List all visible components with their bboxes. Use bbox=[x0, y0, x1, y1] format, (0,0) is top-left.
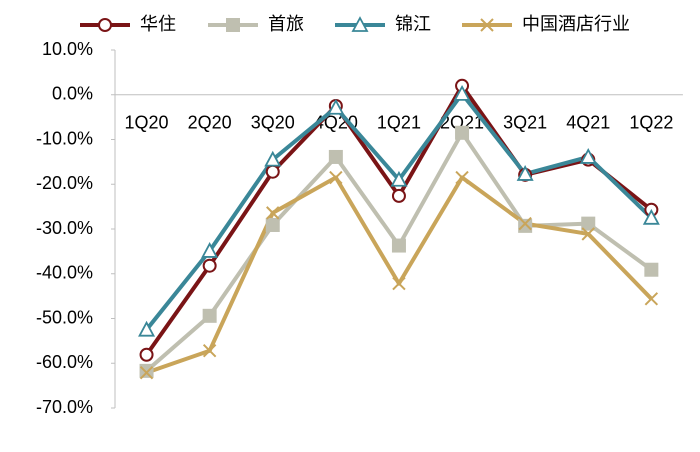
marker bbox=[202, 308, 217, 323]
legend-marker bbox=[351, 16, 369, 32]
marker bbox=[581, 216, 596, 231]
marker bbox=[139, 363, 154, 378]
x-tick-label: 1Q22 bbox=[629, 113, 673, 133]
marker bbox=[265, 217, 280, 232]
marker bbox=[391, 188, 406, 203]
series-line bbox=[145, 175, 653, 375]
marker bbox=[329, 170, 343, 185]
marker bbox=[516, 165, 534, 181]
legend-label: 锦江 bbox=[395, 14, 431, 34]
legend-marker bbox=[480, 18, 494, 32]
y-tick-label: 0.0% bbox=[52, 84, 93, 104]
marker bbox=[265, 164, 280, 179]
legend-marker bbox=[226, 18, 240, 32]
y-tick-label: -60.0% bbox=[36, 352, 93, 372]
marker bbox=[642, 208, 660, 225]
x-tick-label: 3Q21 bbox=[503, 113, 547, 133]
y-tick-label: 10.0% bbox=[42, 39, 93, 59]
legend-label: 华住 bbox=[140, 14, 176, 34]
legend-label: 中国酒店行业 bbox=[522, 14, 630, 34]
marker bbox=[139, 365, 154, 380]
y-tick-label: -50.0% bbox=[36, 307, 93, 327]
marker bbox=[644, 262, 659, 277]
y-tick-label: -10.0% bbox=[36, 128, 93, 148]
x-tick-label: 2Q21 bbox=[440, 113, 484, 133]
marker bbox=[327, 98, 345, 115]
marker bbox=[581, 227, 595, 241]
x-tick-label: 1Q20 bbox=[125, 113, 169, 133]
x-tick-label: 2Q20 bbox=[188, 113, 232, 133]
marker bbox=[202, 258, 217, 273]
marker bbox=[328, 149, 343, 164]
marker bbox=[264, 150, 282, 167]
marker bbox=[391, 238, 406, 253]
legend-marker bbox=[98, 18, 112, 32]
marker bbox=[390, 170, 408, 187]
marker bbox=[201, 242, 219, 258]
x-tick-label: 4Q21 bbox=[566, 113, 610, 133]
marker bbox=[453, 84, 471, 101]
marker bbox=[392, 276, 406, 291]
marker bbox=[518, 218, 533, 233]
marker bbox=[455, 170, 469, 185]
marker bbox=[579, 148, 597, 164]
marker bbox=[266, 206, 280, 220]
legend-label: 首旅 bbox=[268, 14, 304, 34]
x-tick-label: 1Q21 bbox=[377, 113, 421, 133]
y-tick-label: -20.0% bbox=[36, 173, 93, 193]
y-tick-label: -30.0% bbox=[36, 218, 93, 238]
x-tick-label: 3Q20 bbox=[251, 113, 295, 133]
marker bbox=[139, 347, 154, 362]
y-tick-label: -70.0% bbox=[36, 397, 93, 417]
marker bbox=[644, 292, 659, 306]
marker bbox=[138, 320, 156, 337]
marker bbox=[202, 344, 217, 358]
marker bbox=[518, 216, 532, 231]
marker bbox=[455, 125, 470, 140]
y-tick-label: -40.0% bbox=[36, 263, 93, 283]
